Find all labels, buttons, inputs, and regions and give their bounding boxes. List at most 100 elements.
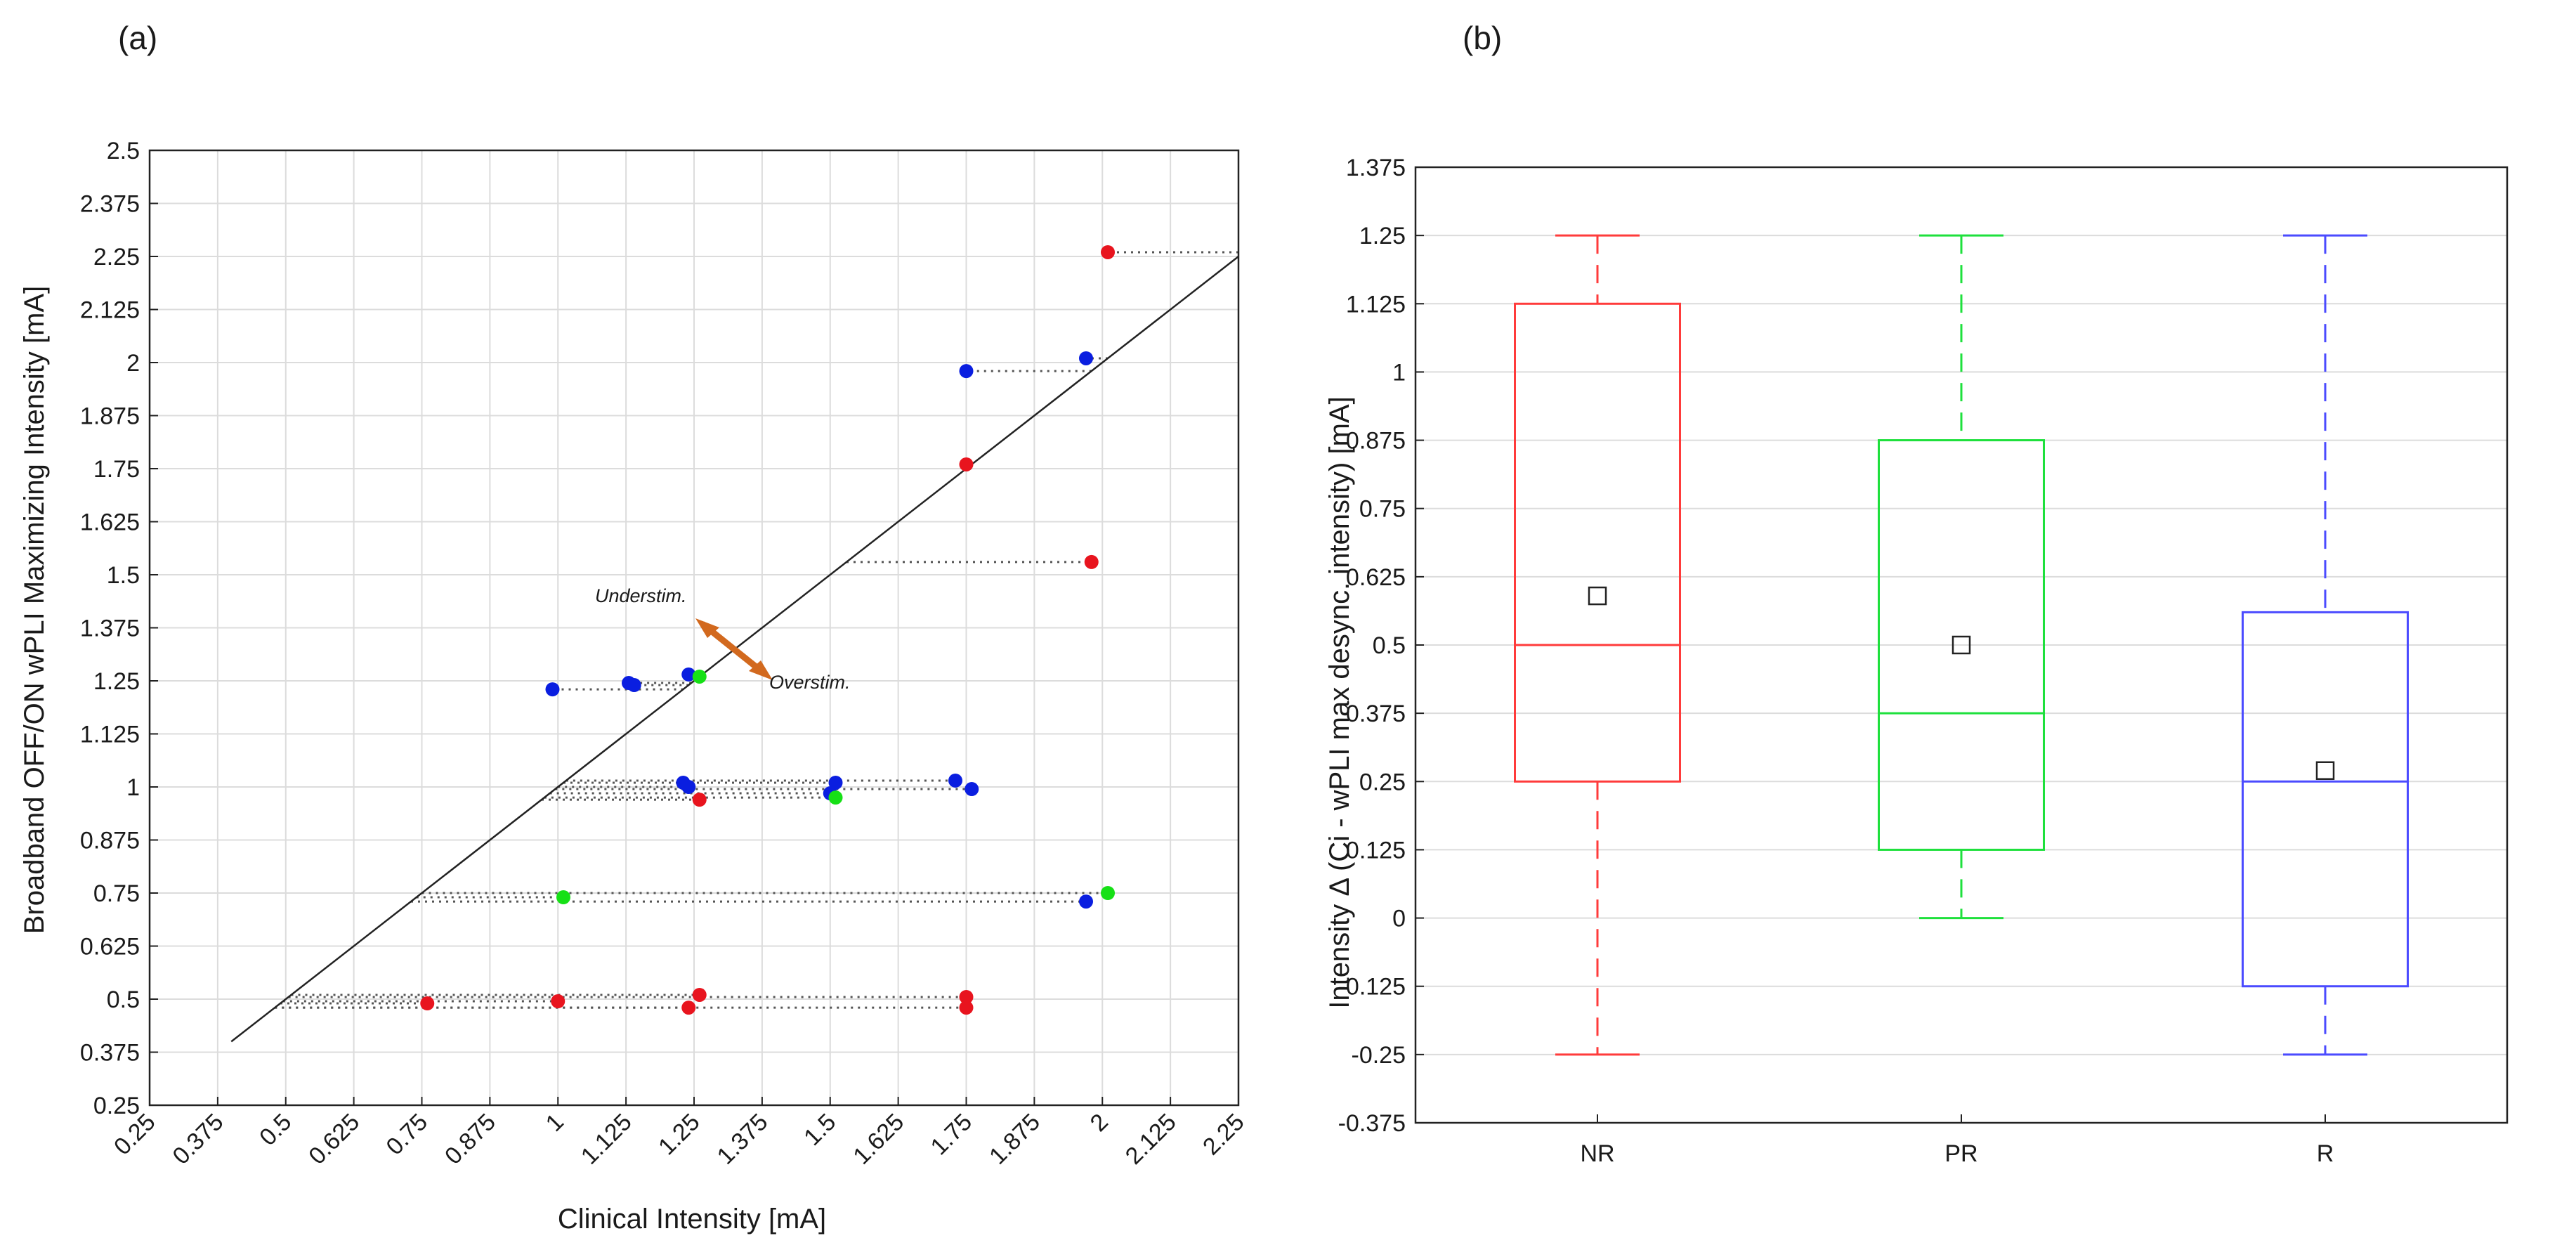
panel-b-label: (b) xyxy=(1463,20,1502,56)
data-point-red xyxy=(1101,245,1115,259)
iqr-box xyxy=(1878,439,2045,851)
panel-a-x-tick-label: 0.75 xyxy=(381,1109,433,1161)
panel-a-points xyxy=(420,245,1115,1015)
panel-b-y-tick-label: 0.875 xyxy=(1346,428,1406,455)
panel-a-x-tick-label: 0.875 xyxy=(440,1109,501,1170)
panel-a-x-tick-label: 1.25 xyxy=(653,1109,705,1161)
panel-b-y-tick-label: 0.75 xyxy=(1359,496,1406,523)
panel-a-y-tick-label: 1.375 xyxy=(80,616,140,642)
panel-a-label: (a) xyxy=(118,20,157,56)
panel-b-y-tick-label: 0.5 xyxy=(1373,632,1406,659)
panel-b-y-tick-label: 1.25 xyxy=(1359,223,1406,249)
data-point-blue xyxy=(1079,894,1093,909)
data-point-red xyxy=(692,793,707,807)
panel-a-x-tick-label: 2 xyxy=(1085,1109,1113,1137)
panel-a-x-tick-label: 1.5 xyxy=(799,1109,841,1151)
panel-b-x-ticks: NR PR R xyxy=(1580,1114,2334,1167)
panel-a-x-tick-label: 0.625 xyxy=(303,1109,365,1170)
panel-a-y-tick-label: 2.375 xyxy=(80,191,140,218)
panel-a-y-tick-label: 2.5 xyxy=(107,138,140,164)
panel-a-x-tick-label: 2.25 xyxy=(1198,1109,1250,1161)
panel-b-y-tick-label: 1.125 xyxy=(1346,291,1406,318)
panel-a-y-tick-label: 0.625 xyxy=(80,934,140,960)
panel-b-boxes xyxy=(1514,234,2409,1056)
panel-a-y-tick-label: 0.5 xyxy=(107,986,140,1013)
data-point-red xyxy=(681,1001,696,1015)
panel-b-y-tick-label: 0 xyxy=(1392,906,1406,932)
panel-b-y-tick-label: -0.25 xyxy=(1352,1042,1406,1069)
mean-marker xyxy=(1951,635,1971,655)
panel-a-x-tick-label: 1.375 xyxy=(712,1109,773,1170)
panel-a-x-tick-label: 1.625 xyxy=(848,1109,909,1170)
panel-b-y-tick-label: 0.25 xyxy=(1359,769,1406,795)
panel-b-y-tick-label: -0.125 xyxy=(1338,974,1406,1001)
data-point-green xyxy=(692,669,707,684)
mean-marker xyxy=(1588,586,1607,606)
box-nr xyxy=(1514,234,1681,1056)
panel-a-y-tick-label: 1.25 xyxy=(93,668,140,695)
data-point-blue xyxy=(965,782,979,797)
iqr-box xyxy=(2242,611,2409,988)
stimulation-arrow xyxy=(695,618,773,680)
panel-a-x-tick-label: 1.875 xyxy=(984,1109,1045,1170)
iqr-box xyxy=(1514,302,1681,783)
data-point-red xyxy=(692,987,707,1002)
panel-a-y-tick-label: 1.125 xyxy=(80,722,140,748)
data-point-red xyxy=(1084,554,1099,569)
data-point-red xyxy=(551,994,565,1009)
panel-b-y-tick-label: 0.375 xyxy=(1346,701,1406,727)
panel-a-x-tick-label: 0.5 xyxy=(254,1109,296,1151)
panel-a-y-label: Broadband OFF/ON wPLI Maximizing Intensi… xyxy=(19,286,50,934)
data-point-blue xyxy=(828,775,843,790)
category-label-r: R xyxy=(2317,1140,2334,1167)
panel-b-y-tick-label: 1.375 xyxy=(1346,155,1406,181)
understim-label: Understim. xyxy=(595,585,687,606)
panel-a-y-tick-label: 0.875 xyxy=(80,828,140,854)
panel-a-grid xyxy=(149,150,1239,1106)
panel-a-y-tick-label: 0.375 xyxy=(80,1040,140,1067)
data-point-blue xyxy=(627,678,641,693)
panel-a-y-ticks: 0.25 0.375 0.5 0.625 0.75 0.875 1 1.125 1.25 1.37… xyxy=(80,138,158,1119)
panel-a-y-tick-label: 1 xyxy=(126,774,140,801)
data-point-blue xyxy=(1079,351,1093,365)
panel-a-connectors xyxy=(275,251,1238,1009)
panel-a-x-tick-label: 2.125 xyxy=(1120,1109,1182,1170)
panel-a-x-tick-label: 1 xyxy=(541,1109,569,1137)
category-label-nr: NR xyxy=(1580,1140,1614,1167)
data-point-green xyxy=(1101,886,1115,900)
data-point-blue xyxy=(545,682,560,697)
panel-a-x-tick-label: 0.375 xyxy=(167,1109,228,1170)
panel-a-x-tick-label: 1.75 xyxy=(925,1109,977,1161)
panel-a-y-tick-label: 1.875 xyxy=(80,403,140,430)
data-point-blue xyxy=(948,773,962,788)
panel-b-frame xyxy=(1414,166,2509,1124)
panel-b-y-tick-label: 1 xyxy=(1392,359,1406,386)
panel-a-y-tick-label: 2.125 xyxy=(80,297,140,324)
panel-b-y-ticks: 1.375 1.25 1.125 1 0.875 0.75 0.625 0.5 0.375 0.2… xyxy=(1338,155,1424,1137)
data-point-green xyxy=(556,890,570,905)
panel-a-y-tick-label: 0.25 xyxy=(93,1093,140,1119)
data-point-red xyxy=(959,457,974,471)
overstim-label: Overstim. xyxy=(769,672,851,693)
box-r xyxy=(2242,234,2409,1056)
panel-a-x-ticks: 0.25 0.375 0.5 0.625 0.75 0.875 1 1.125 1.25 1.37… xyxy=(109,1097,1250,1170)
data-point-red xyxy=(420,996,435,1011)
panel-a-y-tick-label: 2.25 xyxy=(93,244,140,271)
data-point-red xyxy=(959,1001,974,1015)
panel-b-y-tick-label: 0.625 xyxy=(1346,564,1406,591)
panel-a-x-tick-label: 1.125 xyxy=(576,1109,637,1170)
panel-a-y-tick-label: 1.625 xyxy=(80,509,140,536)
data-point-green xyxy=(828,790,843,805)
data-point-blue xyxy=(681,780,696,794)
panel-b-y-label: Intensity Δ (Ci - wPLI max desync. inten… xyxy=(1324,396,1355,1008)
panel-a-y-tick-label: 0.75 xyxy=(93,880,140,907)
panel-b-y-tick-label: -0.375 xyxy=(1338,1110,1406,1137)
box-pr xyxy=(1878,234,2045,920)
panel-a-frame xyxy=(148,149,1240,1107)
panel-a-x-label: Clinical Intensity [mA] xyxy=(558,1204,826,1235)
panel-b-y-tick-label: 0.125 xyxy=(1346,837,1406,864)
category-label-pr: PR xyxy=(1944,1140,1977,1167)
panel-a-y-tick-label: 2 xyxy=(126,350,140,377)
data-point-red xyxy=(959,989,974,1004)
